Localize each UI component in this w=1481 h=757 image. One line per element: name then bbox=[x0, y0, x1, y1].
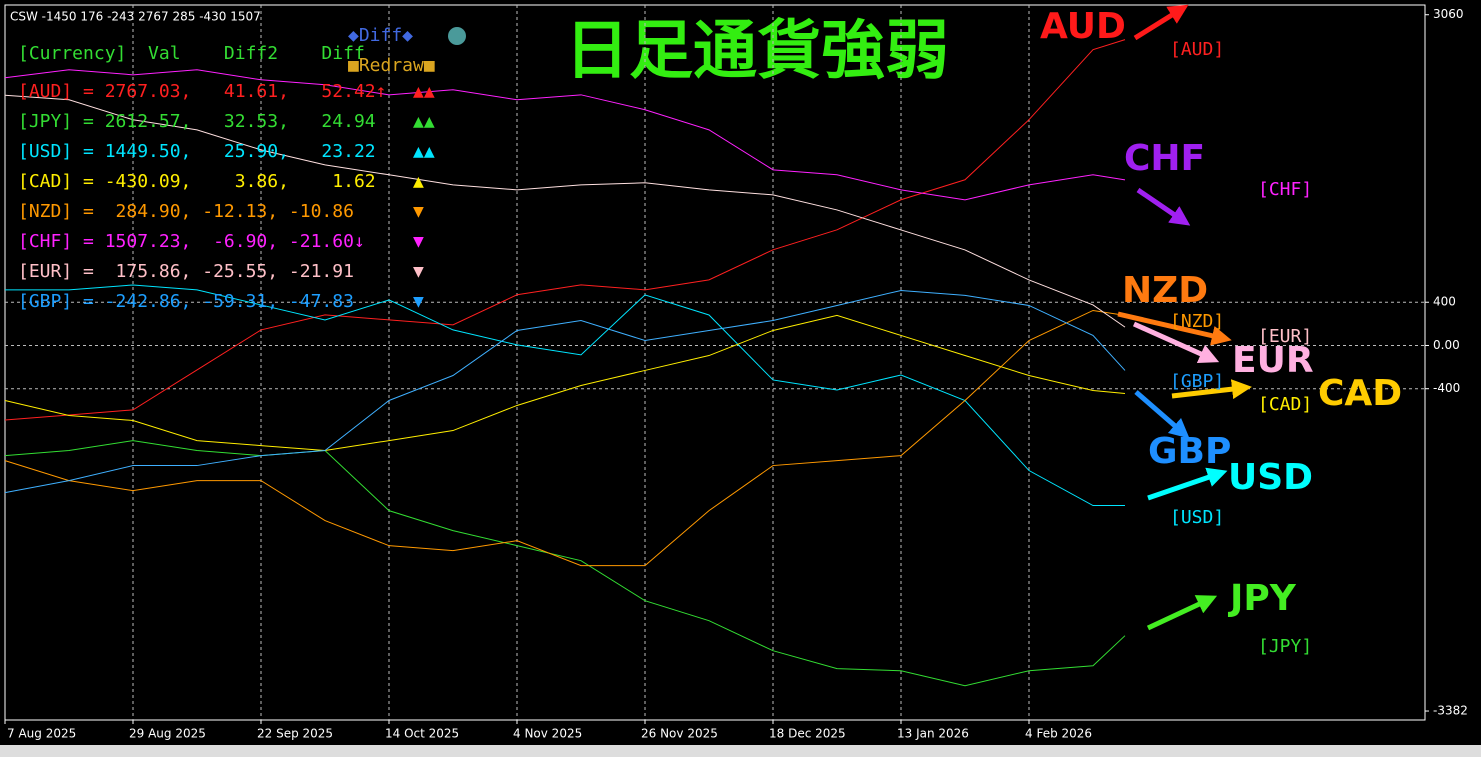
row-marker: ▼ bbox=[413, 231, 424, 252]
series-line bbox=[4, 309, 1126, 567]
arrow bbox=[1117, 311, 1232, 346]
y-tick-label: -400 bbox=[1433, 381, 1460, 395]
arrow bbox=[1132, 321, 1220, 364]
arrow bbox=[1146, 595, 1218, 631]
series-line bbox=[4, 440, 1126, 687]
y-tick-label: 3060 bbox=[1433, 7, 1464, 21]
x-tick-label: 13 Jan 2026 bbox=[897, 727, 969, 741]
series-line bbox=[4, 39, 1126, 421]
bracket-label: [CAD] bbox=[1258, 394, 1312, 415]
x-tick-label: 4 Nov 2025 bbox=[513, 727, 582, 741]
chart-title: 日足通貨強弱 bbox=[565, 15, 949, 89]
table-row: [USD] = 1449.50, 25.90, 23.22 bbox=[18, 141, 376, 162]
currency-label: EUR bbox=[1232, 340, 1314, 381]
table-row: [GBP] = -242.86, -59.31, -47.83 bbox=[18, 291, 354, 312]
table-row: [JPY] = 2612.57, 32.53, 24.94 bbox=[18, 111, 376, 132]
bracket-label: [GBP] bbox=[1170, 371, 1224, 392]
x-tick-label: 7 Aug 2025 bbox=[7, 727, 76, 741]
arrow bbox=[1133, 4, 1189, 41]
bracket-label: [NZD] bbox=[1170, 311, 1224, 332]
row-marker: ▲ bbox=[413, 171, 424, 192]
x-tick-label: 26 Nov 2025 bbox=[641, 727, 718, 741]
table-row: [NZD] = 284.90, -12.13, -10.86 bbox=[18, 201, 354, 222]
x-tick-label: 22 Sep 2025 bbox=[257, 727, 333, 741]
button-dot[interactable] bbox=[448, 27, 466, 45]
currency-label: CHF bbox=[1124, 138, 1205, 179]
x-tick-label: 14 Oct 2025 bbox=[385, 727, 459, 741]
y-tick-label: -3382 bbox=[1433, 704, 1468, 718]
table-header: [Currency] Val Diff2 Diff bbox=[18, 43, 365, 64]
bracket-label: [EUR] bbox=[1258, 326, 1312, 347]
bracket-label: [AUD] bbox=[1170, 39, 1224, 60]
row-marker: ▼ bbox=[413, 261, 424, 282]
header-text: CSW -1450 176 -243 2767 285 -430 1507 bbox=[10, 10, 261, 24]
row-marker: ▼ bbox=[413, 291, 424, 312]
bracket-label: [CHF] bbox=[1258, 179, 1312, 200]
y-tick-label: 400 bbox=[1433, 295, 1456, 309]
series-line bbox=[4, 69, 1126, 201]
button[interactable]: ■Redraw■ bbox=[348, 55, 435, 76]
bracket-label: [JPY] bbox=[1258, 636, 1312, 657]
row-marker: ▲▲ bbox=[413, 141, 435, 162]
row-marker: ▲▲ bbox=[413, 81, 435, 102]
currency-label: CAD bbox=[1318, 373, 1402, 414]
status-strip bbox=[0, 745, 1481, 757]
bracket-label: [USD] bbox=[1170, 507, 1224, 528]
series-line bbox=[4, 94, 1126, 328]
currency-label: NZD bbox=[1122, 270, 1208, 311]
x-tick-label: 4 Feb 2026 bbox=[1025, 727, 1092, 741]
arrow bbox=[1147, 467, 1228, 501]
table-row: [AUD] = 2767.03, 41.61, 52.42↑ bbox=[18, 81, 386, 102]
arrow bbox=[1134, 390, 1190, 439]
table-row: [CHF] = 1507.23, -6.90, -21.60↓ bbox=[18, 231, 365, 252]
plot-frame bbox=[4, 4, 1426, 721]
series-line bbox=[4, 289, 1126, 494]
x-tick-label: 29 Aug 2025 bbox=[129, 727, 206, 741]
currency-label: USD bbox=[1228, 457, 1313, 498]
series-line bbox=[4, 314, 1126, 452]
table-row: [CAD] = -430.09, 3.86, 1.62 bbox=[18, 171, 376, 192]
arrow bbox=[1136, 187, 1191, 226]
arrow bbox=[1171, 379, 1252, 400]
table-row: [EUR] = 175.86, -25.55, -21.91 bbox=[18, 261, 354, 282]
x-tick-label: 18 Dec 2025 bbox=[769, 727, 846, 741]
button[interactable]: ◆Diff◆ bbox=[348, 25, 413, 46]
currency-label: GBP bbox=[1148, 431, 1231, 472]
currency-label: JPY bbox=[1227, 578, 1297, 619]
y-tick-label: 0.00 bbox=[1433, 338, 1460, 352]
row-marker: ▲▲ bbox=[413, 111, 435, 132]
row-marker: ▼ bbox=[413, 201, 424, 222]
currency-label: AUD bbox=[1040, 6, 1126, 47]
